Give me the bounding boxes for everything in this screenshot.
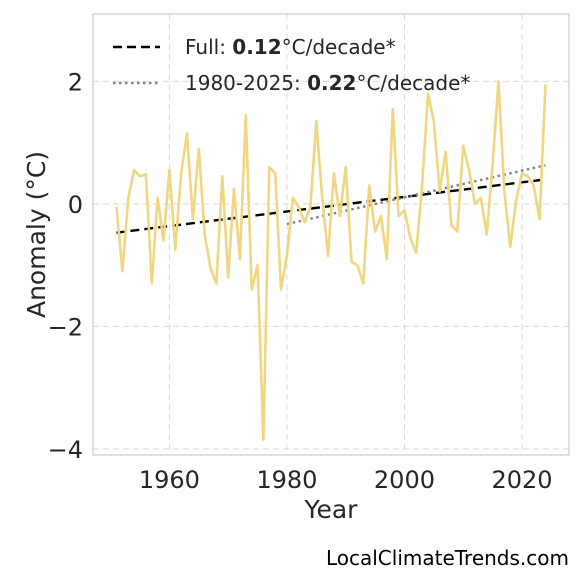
legend-label-value: 0.12 <box>232 35 281 59</box>
y-tick-label: −2 <box>48 313 83 341</box>
data-series <box>115 80 547 442</box>
legend-entry: Full: 0.12°C/decade* <box>185 35 396 59</box>
anomaly-series-line <box>115 80 547 442</box>
x-axis-label: Year <box>304 495 359 524</box>
y-axis-label: Anomaly (°C) <box>22 151 51 318</box>
credit-text: LocalClimateTrends.com <box>325 546 569 570</box>
plot-frame <box>92 13 570 456</box>
grid <box>93 14 569 455</box>
x-tick-label: 2000 <box>374 466 435 494</box>
y-axis-ticks: −4 −2 0 2 <box>48 68 83 464</box>
legend-label-value: 0.22 <box>307 71 356 95</box>
legend: Full: 0.12°C/decade*1980-2025: 0.22°C/de… <box>113 35 470 95</box>
x-tick-label: 2020 <box>491 466 552 494</box>
y-tick-label: −4 <box>48 436 83 464</box>
legend-label-prefix: 1980-2025: <box>185 71 307 95</box>
legend-label-prefix: Full: <box>185 35 232 59</box>
y-tick-label: 0 <box>68 191 83 219</box>
x-tick-label: 1960 <box>139 466 200 494</box>
legend-label-suffix: °C/decade* <box>356 71 470 95</box>
legend-entry: 1980-2025: 0.22°C/decade* <box>185 71 470 95</box>
legend-label-suffix: °C/decade* <box>282 35 396 59</box>
x-axis-ticks: 1960 1980 2000 2020 <box>139 466 553 494</box>
x-tick-label: 1980 <box>256 466 317 494</box>
y-tick-label: 2 <box>68 68 83 96</box>
